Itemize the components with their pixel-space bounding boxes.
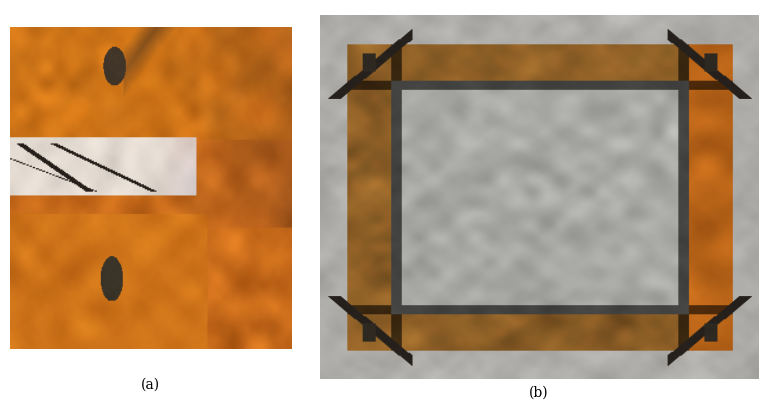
Text: (a): (a) — [141, 377, 159, 391]
Text: (b): (b) — [529, 385, 549, 399]
